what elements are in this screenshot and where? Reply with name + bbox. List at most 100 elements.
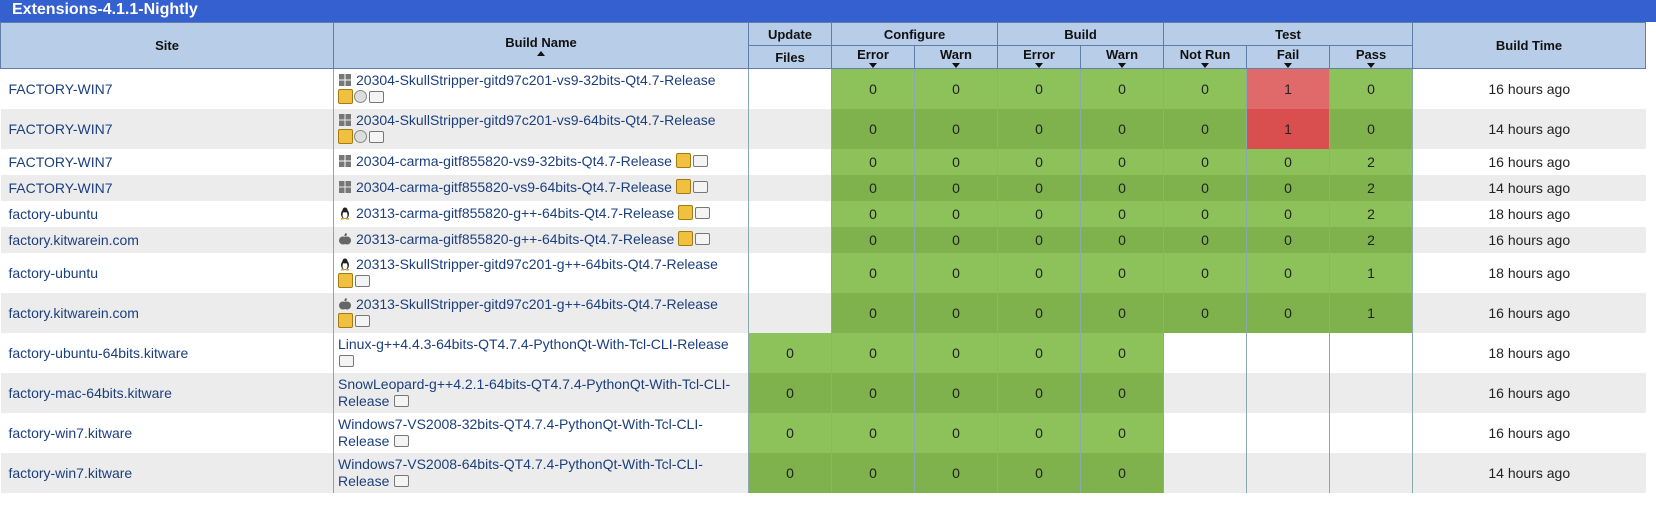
- configure-error-cell[interactable]: 0: [831, 148, 915, 175]
- test-fail-cell[interactable]: 0: [1246, 252, 1331, 293]
- site-link[interactable]: factory-win7.kitware: [0, 412, 334, 453]
- build-error-cell[interactable]: 0: [997, 108, 1082, 149]
- configure-warn-cell[interactable]: 0: [913, 332, 999, 373]
- note-icon[interactable]: [394, 474, 410, 487]
- update-files-cell[interactable]: 0: [748, 332, 832, 373]
- update-files-cell[interactable]: 0: [748, 372, 832, 413]
- configure-error-cell[interactable]: 0: [831, 68, 915, 109]
- configure-error-cell[interactable]: 0: [831, 412, 915, 453]
- build-name-link[interactable]: 20313-carma-gitf855820-g++-64bits-Qt4.7-…: [356, 231, 675, 247]
- test-pass-cell[interactable]: 1: [1329, 292, 1414, 333]
- configure-error-cell[interactable]: 0: [831, 226, 915, 253]
- note-icon[interactable]: [394, 434, 410, 447]
- build-error-cell[interactable]: 0: [997, 372, 1082, 413]
- test-fail-cell[interactable]: 0: [1246, 226, 1331, 253]
- header-build-warn[interactable]: Warn: [1080, 45, 1165, 69]
- header-update-files[interactable]: Files: [748, 45, 832, 69]
- test-fail-cell[interactable]: 0: [1246, 148, 1331, 175]
- note-icon[interactable]: [355, 314, 370, 327]
- site-link[interactable]: FACTORY-WIN7: [0, 148, 334, 175]
- test-fail-cell[interactable]: 1: [1246, 68, 1331, 109]
- build-error-cell[interactable]: 0: [997, 292, 1082, 333]
- test-fail-cell[interactable]: 1: [1246, 108, 1331, 149]
- build-name-link[interactable]: 20304-carma-gitf855820-vs9-32bits-Qt4.7-…: [356, 153, 672, 169]
- build-warn-cell[interactable]: 0: [1080, 292, 1165, 333]
- header-configure-warn[interactable]: Warn: [913, 45, 999, 69]
- package-icon[interactable]: [675, 179, 691, 194]
- build-name-link[interactable]: 20313-SkullStripper-gitd97c201-g++-64bit…: [356, 255, 718, 272]
- build-name-link[interactable]: SnowLeopard-g++4.2.1-64bits-QT4.7.4-Pyth…: [338, 375, 731, 409]
- configure-warn-cell[interactable]: 0: [913, 148, 999, 175]
- build-error-cell[interactable]: 0: [997, 174, 1082, 201]
- note-icon[interactable]: [369, 90, 384, 103]
- test-fail-cell[interactable]: 0: [1246, 292, 1331, 333]
- build-warn-cell[interactable]: 0: [1080, 174, 1165, 201]
- test-not-run-cell[interactable]: 0: [1163, 148, 1248, 175]
- header-test-fail[interactable]: Fail: [1246, 45, 1331, 69]
- note-icon[interactable]: [692, 181, 708, 193]
- build-error-cell[interactable]: 0: [997, 200, 1082, 227]
- test-not-run-cell[interactable]: 0: [1163, 174, 1248, 201]
- configure-warn-cell[interactable]: 0: [913, 68, 999, 109]
- configure-error-cell[interactable]: 0: [831, 108, 915, 149]
- build-error-cell[interactable]: 0: [997, 452, 1082, 493]
- test-pass-cell[interactable]: 2: [1329, 174, 1414, 201]
- header-site[interactable]: Site: [0, 22, 334, 69]
- build-warn-cell[interactable]: 0: [1080, 372, 1165, 413]
- test-not-run-cell[interactable]: 0: [1163, 200, 1248, 227]
- site-link[interactable]: factory-ubuntu: [0, 252, 334, 293]
- note-icon[interactable]: [695, 233, 711, 245]
- configure-warn-cell[interactable]: 0: [913, 200, 999, 227]
- info-icon[interactable]: [354, 89, 367, 103]
- test-fail-cell[interactable]: 0: [1246, 174, 1331, 201]
- test-fail-cell[interactable]: 0: [1246, 200, 1331, 227]
- configure-warn-cell[interactable]: 0: [913, 252, 999, 293]
- build-error-cell[interactable]: 0: [997, 252, 1082, 293]
- note-icon[interactable]: [394, 394, 410, 407]
- build-error-cell[interactable]: 0: [997, 226, 1082, 253]
- build-name-link[interactable]: Linux-g++4.4.3-64bits-QT4.7.4-PythonQt-W…: [338, 335, 729, 352]
- build-name-link[interactable]: 20313-carma-gitf855820-g++-64bits-Qt4.7-…: [356, 205, 675, 221]
- site-link[interactable]: factory-win7.kitware: [0, 452, 334, 493]
- site-link[interactable]: factory-ubuntu: [0, 200, 334, 227]
- configure-warn-cell[interactable]: 0: [913, 452, 999, 493]
- site-link[interactable]: FACTORY-WIN7: [0, 108, 334, 149]
- build-warn-cell[interactable]: 0: [1080, 412, 1165, 453]
- build-error-cell[interactable]: 0: [997, 148, 1082, 175]
- build-warn-cell[interactable]: 0: [1080, 68, 1165, 109]
- update-files-cell[interactable]: 0: [748, 452, 832, 493]
- update-files-cell[interactable]: 0: [748, 412, 832, 453]
- configure-warn-cell[interactable]: 0: [913, 174, 999, 201]
- configure-error-cell[interactable]: 0: [831, 332, 915, 373]
- test-not-run-cell[interactable]: 0: [1163, 292, 1248, 333]
- build-warn-cell[interactable]: 0: [1080, 200, 1165, 227]
- header-configure-error[interactable]: Error: [831, 45, 915, 69]
- note-icon[interactable]: [369, 130, 384, 143]
- build-name-link[interactable]: Windows7-VS2008-64bits-QT4.7.4-PythonQt-…: [338, 455, 703, 489]
- package-icon[interactable]: [338, 88, 353, 104]
- test-pass-cell[interactable]: 0: [1329, 108, 1414, 149]
- configure-error-cell[interactable]: 0: [831, 292, 915, 333]
- site-link[interactable]: FACTORY-WIN7: [0, 174, 334, 201]
- test-not-run-cell[interactable]: 0: [1163, 252, 1248, 293]
- build-name-link[interactable]: Windows7-VS2008-32bits-QT4.7.4-PythonQt-…: [338, 415, 703, 449]
- configure-error-cell[interactable]: 0: [831, 174, 915, 201]
- build-error-cell[interactable]: 0: [997, 68, 1082, 109]
- build-warn-cell[interactable]: 0: [1080, 452, 1165, 493]
- build-warn-cell[interactable]: 0: [1080, 332, 1165, 373]
- configure-warn-cell[interactable]: 0: [913, 292, 999, 333]
- build-name-link[interactable]: 20313-SkullStripper-gitd97c201-g++-64bit…: [356, 295, 718, 312]
- test-not-run-cell[interactable]: 0: [1163, 226, 1248, 253]
- header-test-not-run[interactable]: Not Run: [1163, 45, 1248, 69]
- configure-warn-cell[interactable]: 0: [913, 226, 999, 253]
- dashboard-title[interactable]: Extensions-4.1.1-Nightly: [0, 0, 1656, 22]
- build-warn-cell[interactable]: 0: [1080, 226, 1165, 253]
- site-link[interactable]: FACTORY-WIN7: [0, 68, 334, 109]
- build-warn-cell[interactable]: 0: [1080, 252, 1165, 293]
- package-icon[interactable]: [678, 231, 694, 246]
- header-build-name[interactable]: Build Name: [333, 22, 749, 69]
- package-icon[interactable]: [678, 205, 694, 220]
- build-warn-cell[interactable]: 0: [1080, 108, 1165, 149]
- test-pass-cell[interactable]: 2: [1329, 226, 1414, 253]
- package-icon[interactable]: [338, 272, 353, 288]
